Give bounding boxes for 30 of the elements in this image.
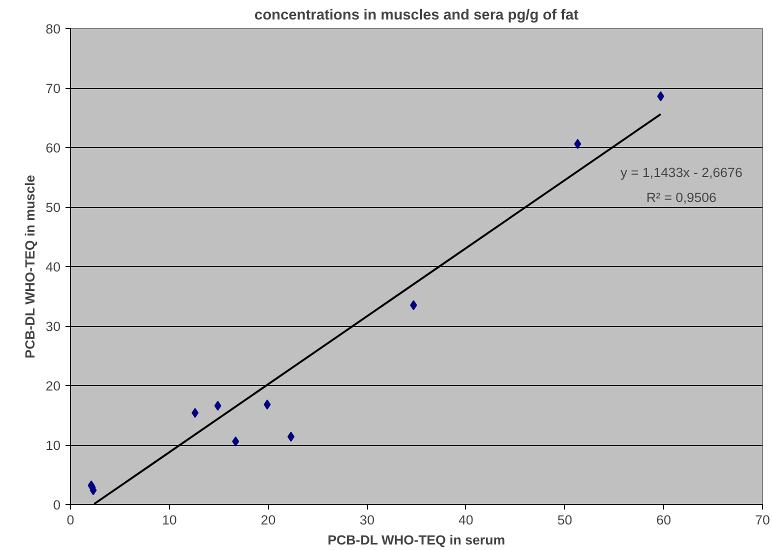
x-tick-label: 50 (557, 512, 572, 528)
point (657, 91, 664, 102)
annotation: y = 1,1433x - 2,6676 (620, 165, 742, 180)
x-tick-label: 40 (458, 512, 474, 528)
point (232, 436, 240, 446)
x-tick-label: 0 (66, 512, 74, 528)
x-tick-label: 10 (162, 512, 177, 528)
point (192, 408, 199, 418)
y-axis-title: PCB-DL WHO-TEQ in muscle (22, 174, 38, 358)
x-tick-label: 30 (360, 512, 374, 528)
chart-title: concentrations in muscles and sera pg/g of fat (254, 8, 579, 24)
y-tick-label: 40 (46, 260, 61, 274)
x-axis-title: PCB-DL WHO-TEQ in serum (328, 532, 506, 548)
y-tick-label: 10 (46, 438, 61, 453)
point (410, 300, 418, 310)
point (287, 432, 294, 442)
point (264, 400, 271, 410)
y-tick-label: 0 (53, 498, 61, 512)
y-tick-label: 50 (46, 200, 61, 215)
y-tick-label: 70 (46, 81, 61, 96)
point (574, 138, 582, 149)
x-tick-label: 60 (656, 512, 672, 528)
y-tick-label: 60 (46, 140, 61, 156)
x-tick-label: 70 (755, 512, 770, 528)
y-tick-label: 80 (46, 22, 61, 36)
y-tick-label: 30 (46, 319, 61, 334)
x-tick-label: 20 (260, 512, 276, 528)
point (214, 400, 222, 411)
annotation: R² = 0,9506 (646, 190, 716, 206)
y-tick-label: 20 (46, 378, 61, 394)
